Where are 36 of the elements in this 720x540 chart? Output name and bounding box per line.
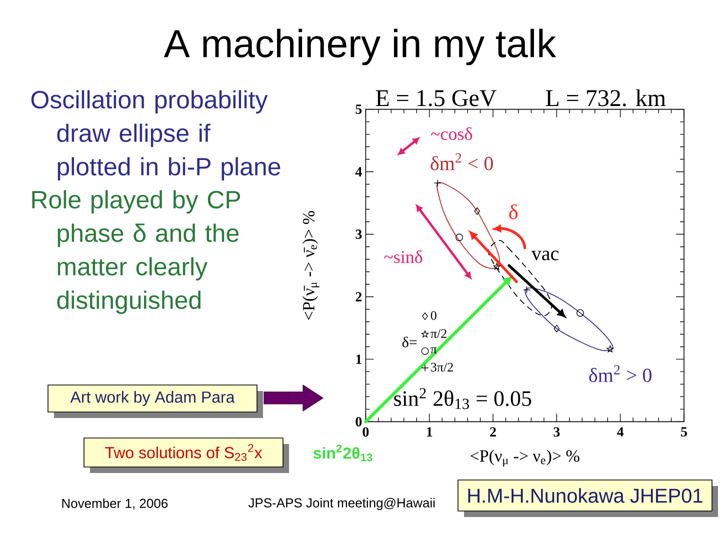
text: Art work by Adam Para bbox=[70, 391, 235, 406]
text: JPS-APS Joint meeting@Hawaii bbox=[248, 498, 435, 510]
text: E = 1.5 GeV bbox=[376, 90, 496, 106]
x-tick-label: 4 bbox=[617, 427, 624, 436]
annotation: ~sinδ bbox=[384, 250, 422, 264]
annotation: ~cosδ bbox=[431, 127, 472, 140]
x-tick-label: 1 bbox=[426, 427, 432, 436]
y-axis-title: <P(ν̄$_{μ}$ -> ν̄$_{e}$)> % bbox=[302, 211, 320, 320]
annotation: δm$^{2}$ < 0 bbox=[430, 153, 493, 170]
y-tick-label: 2 bbox=[356, 292, 362, 302]
text: H.M-H.Nunokawa JHEP01 bbox=[468, 488, 702, 503]
text: sin$^{2}$2θ$_{13}$ bbox=[313, 444, 372, 462]
x-tick-label: 0 bbox=[362, 427, 369, 437]
y-tick-label: 4 bbox=[355, 167, 362, 176]
text: Oscillation probability draw ellipse if plotted in bi-P plane bbox=[31, 90, 280, 180]
y-tick-label: 0 bbox=[356, 416, 362, 426]
legend-label: 0 bbox=[430, 311, 436, 320]
legend-title: δ= bbox=[402, 336, 417, 348]
y-tick-label: 3 bbox=[356, 230, 362, 239]
x-tick-label: 2 bbox=[490, 427, 496, 436]
annotation: sin$^{2}$ 2θ$_{13}$ = 0.05 bbox=[394, 388, 532, 410]
legend-label: 3π/2 bbox=[431, 362, 453, 372]
x-tick-label: 3 bbox=[554, 427, 560, 437]
text: Role played by CP phase δ and the matter clearly distinguished bbox=[32, 190, 240, 314]
chart-title: A machinery in my talk bbox=[164, 28, 556, 66]
x-axis-title: <P(ν$_{μ}$ -> ν$_{e}$)> % bbox=[470, 450, 580, 467]
x-tick-label: 5 bbox=[681, 427, 687, 437]
text: Two solutions of S$_{23}$$^{2}$x bbox=[105, 444, 262, 461]
legend-label: π/2 bbox=[430, 329, 446, 338]
text: November 1, 2006 bbox=[62, 498, 168, 510]
text: L = 732. km bbox=[546, 89, 666, 106]
y-tick-label: 1 bbox=[356, 354, 362, 364]
annotation: δ bbox=[509, 204, 518, 220]
annotation: vac bbox=[531, 250, 559, 260]
y-tick-label: 5 bbox=[356, 104, 362, 114]
annotation: δm$^{2}$ > 0 bbox=[589, 365, 652, 382]
